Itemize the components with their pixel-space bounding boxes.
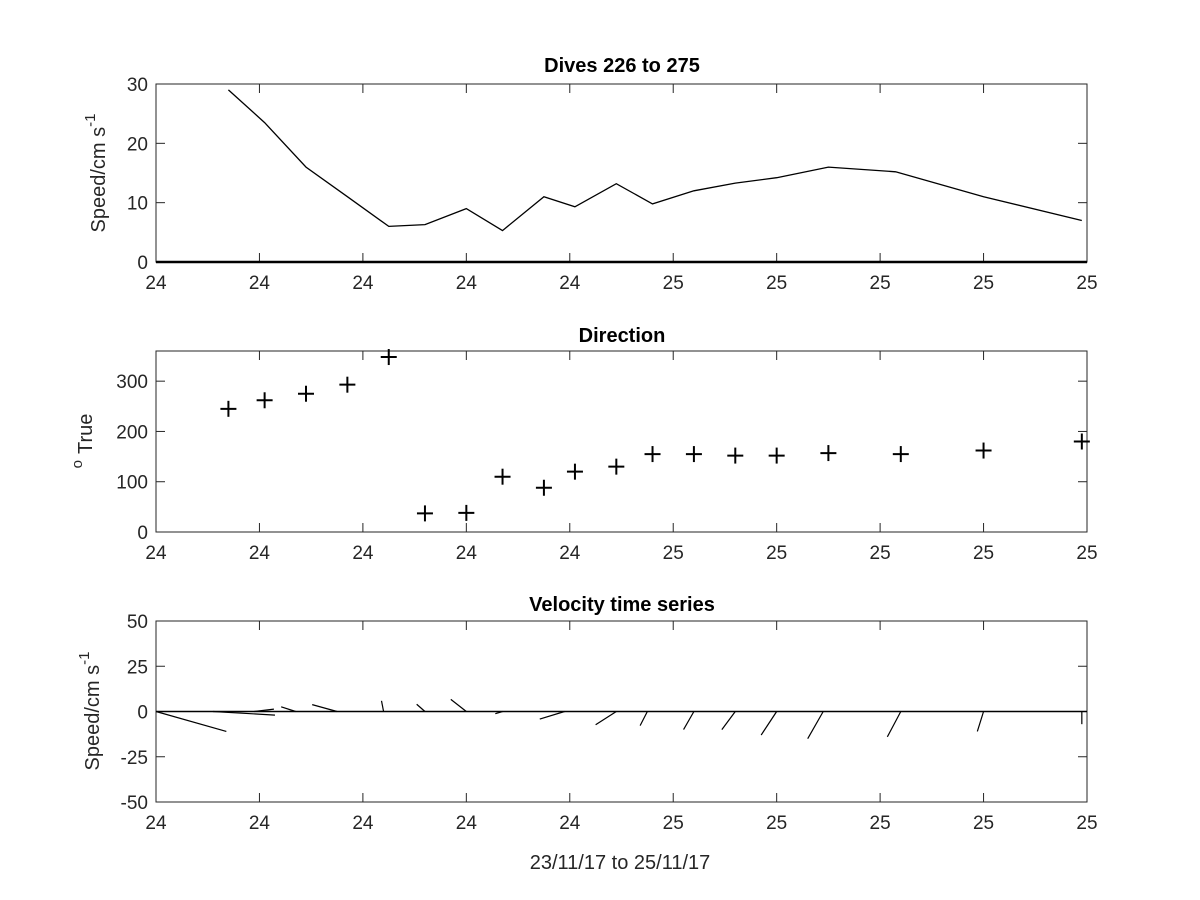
velocity-vector-stick [539, 710, 565, 720]
speed-xtick-label: 25 [663, 273, 684, 294]
direction-xtick-label: 24 [352, 543, 374, 564]
velocity-xtick-label: 25 [663, 813, 684, 834]
speed-ylabel: Speed/cm s-1 [82, 114, 110, 233]
direction-ytick-label: 200 [116, 422, 148, 443]
velocity-xtick-label: 25 [1076, 813, 1097, 834]
speed-xtick-label: 24 [145, 273, 167, 294]
direction-plus-marker [458, 504, 475, 521]
velocity-xtick-label: 25 [766, 813, 787, 834]
velocity-vector-stick [595, 710, 617, 726]
speed-ytick-label: 0 [137, 253, 148, 274]
direction-plus-marker [685, 446, 702, 463]
direction-plus-marker [416, 505, 433, 522]
direction-plus-marker [975, 442, 992, 459]
direction-xtick-label: 24 [559, 543, 581, 564]
direction-xtick-label: 25 [766, 543, 787, 564]
direction-xtick-label: 24 [145, 543, 167, 564]
direction-xtick-label: 24 [456, 543, 478, 564]
speed-ytick-label: 20 [127, 134, 148, 155]
speed-xtick-label: 25 [1076, 273, 1097, 294]
direction-ytick-label: 300 [116, 372, 148, 393]
speed-ytick-label: 10 [127, 194, 148, 215]
speed-panel: Dives 226 to 275 Speed/cm s-1 24 24 24 24 24… [82, 55, 1098, 294]
velocity-vector-stick [639, 711, 648, 726]
velocity-vector-stick [450, 698, 467, 712]
speed-title: Dives 226 to 275 [544, 55, 700, 77]
velocity-ytick-label: -50 [121, 793, 148, 814]
speed-ytick-label: 30 [127, 75, 148, 96]
direction-ytick-label: 100 [116, 473, 148, 494]
velocity-vector-stick [380, 700, 385, 712]
velocity-xtick-label: 24 [145, 813, 167, 834]
direction-plus-marker [1073, 433, 1090, 450]
velocity-xtick-label: 25 [870, 813, 891, 834]
speed-xtick-label: 24 [352, 273, 374, 294]
velocity-vector-stick [312, 704, 338, 713]
velocity-vector-stick [886, 711, 902, 738]
direction-plus-marker [608, 458, 625, 475]
velocity-xtick-label: 24 [352, 813, 374, 834]
velocity-ytick-label: 0 [137, 703, 148, 724]
velocity-ytick-label: 50 [127, 612, 148, 633]
velocity-xtick-label: 24 [559, 813, 581, 834]
speed-xtick-label: 24 [249, 273, 271, 294]
direction-title: Direction [579, 325, 666, 347]
x-axis-label: 23/11/17 to 25/11/17 [530, 852, 711, 874]
direction-xtick-label: 25 [870, 543, 891, 564]
velocity-vector-stick [416, 703, 426, 712]
velocity-vector-stick [760, 711, 778, 736]
direction-plus-marker [535, 479, 552, 496]
direction-plus-marker [494, 468, 511, 485]
velocity-vector-stick [212, 710, 275, 716]
velocity-ylabel: Speed/cm s-1 [76, 652, 104, 771]
direction-xtick-label: 25 [663, 543, 684, 564]
velocity-ylabel-superscript: -1 [76, 652, 93, 665]
direction-plus-marker [297, 385, 314, 402]
direction-plus-marker [727, 447, 744, 464]
direction-plus-marker [380, 349, 397, 366]
speed-xtick-label: 25 [870, 273, 891, 294]
direction-ylabel: o True [69, 414, 97, 469]
velocity-vector-stick [721, 711, 736, 730]
velocity-vector-stick [280, 706, 296, 713]
velocity-ytick-label: 25 [127, 657, 148, 678]
direction-plus-marker [768, 447, 785, 464]
velocity-vector-stick [976, 711, 985, 732]
speed-ylabel-superscript: -1 [82, 114, 99, 127]
speed-series-line [227, 89, 1082, 232]
direction-plus-marker [256, 392, 273, 409]
velocity-title: Velocity time series [529, 594, 715, 616]
direction-xtick-label: 24 [249, 543, 271, 564]
velocity-xtick-label: 24 [456, 813, 478, 834]
velocity-ytick-label: -25 [121, 748, 148, 769]
velocity-xtick-label: 25 [973, 813, 994, 834]
velocity-xtick-label: 24 [249, 813, 271, 834]
direction-plus-marker [892, 446, 909, 463]
direction-plus-marker [644, 446, 661, 463]
direction-ytick-label: 0 [137, 523, 148, 544]
velocity-vector-stick [254, 708, 274, 713]
velocity-ylabel-text: Speed/cm s [82, 665, 104, 771]
direction-plus-marker [566, 463, 583, 480]
direction-ylabel-degree: o [69, 460, 86, 468]
speed-ylabel-text: Speed/cm s [88, 127, 110, 233]
speed-xtick-label: 24 [559, 273, 581, 294]
direction-plus-marker [220, 400, 237, 417]
direction-plus-marker [820, 445, 837, 462]
speed-xtick-label: 25 [766, 273, 787, 294]
velocity-vector-stick [155, 710, 227, 732]
velocity-vector-stick [807, 711, 824, 739]
speed-xtick-label: 25 [973, 273, 994, 294]
direction-xtick-label: 25 [973, 543, 994, 564]
direction-panel: Direction o True 24 24 24 24 24 25 25 25 25 25 0 100… [69, 325, 1098, 564]
direction-ylabel-text: True [75, 414, 97, 454]
direction-plus-marker [339, 376, 356, 393]
speed-xtick-label: 24 [456, 273, 478, 294]
velocity-vector-stick [683, 711, 695, 730]
velocity-vector-stick [495, 710, 503, 715]
direction-xtick-label: 25 [1076, 543, 1097, 564]
velocity-panel: Velocity time series Speed/cm s-1 23/11/… [76, 594, 1098, 874]
